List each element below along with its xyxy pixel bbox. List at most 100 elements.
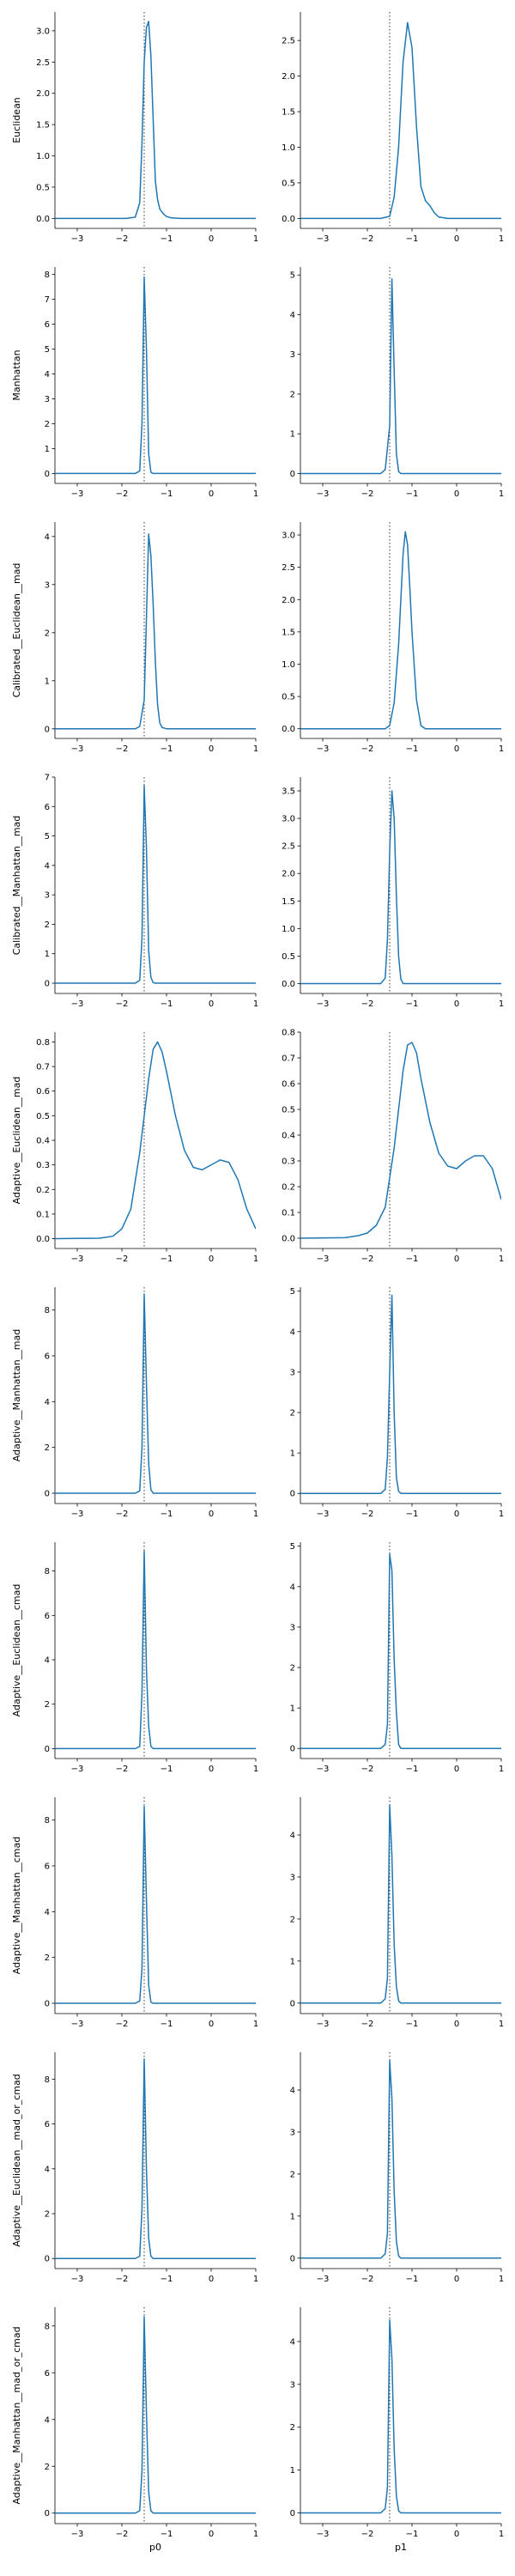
x-tick-label: −1 [406,744,419,754]
y-tick-label: 2.0 [282,596,295,605]
series-line [300,1294,501,1494]
subplot-7-0: 0 2 4 6 8 −3 −2 −1 0 1 Adaptive__Manhattan__cmad [11,1797,258,2029]
y-tick-label: 6 [45,2120,50,2129]
subplot-8-0: 0 2 4 6 8 −3 −2 −1 0 1 Adaptive__Euclidean__mad_or… [11,2052,258,2284]
x-tick-label: 0 [454,234,459,244]
y-tick-label: 0.0 [36,215,50,224]
x-tick-label: −3 [317,2020,330,2029]
y-tick-label: 1 [290,1957,295,1966]
series-line [300,278,501,475]
y-tick-label: 4 [290,1832,295,1841]
y-tick-label: 8 [45,2075,50,2085]
y-tick-label: 5 [45,345,50,355]
x-tick-label: 0 [209,744,214,754]
x-axis-label: p0 [149,2542,161,2553]
y-tick-label: 3.0 [282,815,295,824]
series-line [300,1042,501,1239]
x-tick-label: 0 [209,234,214,244]
y-tick-label: 0.1 [282,1209,295,1218]
x-tick-label: 0 [454,2275,459,2284]
y-axis-label: Adaptive__Euclidean__mad [11,1077,22,1205]
series-line [55,785,256,984]
x-tick-label: −1 [406,2275,419,2284]
y-tick-label: 3 [45,891,50,901]
y-tick-label: 0 [45,1745,50,1754]
series-line [300,21,501,220]
x-tick-label: 0 [454,744,459,754]
y-axis-label: Adaptive__Manhattan__cmad [11,1837,22,1974]
x-tick-label: −2 [116,1510,129,1519]
x-tick-label: 1 [253,999,258,1009]
y-tick-label: 0.5 [36,1112,50,1121]
y-tick-label: 2 [45,1953,50,1963]
y-tick-label: 0.2 [36,1186,50,1195]
y-tick-label: 0 [45,2000,50,2009]
x-tick-label: 1 [499,2530,504,2539]
x-tick-label: 0 [454,1255,459,1264]
x-tick-label: −3 [317,744,330,754]
y-tick-label: 0.4 [282,1132,295,1141]
subplot-9-1: 0 1 2 3 4 −3 −2 −1 0 1 p1 [290,2307,504,2553]
series-line [300,1805,501,2004]
x-tick-label: 1 [253,2275,258,2284]
y-tick-label: 0 [45,1490,50,1499]
x-tick-label: −2 [361,234,374,244]
x-tick-label: −2 [361,1765,374,1774]
y-axis-label: Euclidean [11,97,22,143]
x-tick-label: 1 [499,999,504,1009]
subplot-5-0: 0 2 4 6 8 −3 −2 −1 0 1 Adaptive__Manhattan__mad [11,1287,258,1519]
y-tick-label: 4 [45,861,50,871]
y-tick-label: 4 [45,1656,50,1665]
y-tick-label: 4 [290,2337,295,2347]
x-tick-label: −3 [317,999,330,1009]
x-tick-label: −3 [317,1255,330,1264]
series-line [300,1553,501,1749]
y-tick-label: 4 [290,2087,295,2096]
y-tick-label: 6 [45,803,50,812]
y-tick-label: 0 [290,1490,295,1499]
y-tick-label: 3.5 [282,787,295,797]
series-line [55,1293,256,1494]
x-tick-label: −3 [71,999,84,1009]
y-tick-label: 2.5 [36,58,50,68]
y-tick-label: 0.7 [282,1054,295,1064]
y-tick-label: 2.5 [282,563,295,573]
x-tick-label: −3 [71,744,84,754]
y-tick-label: 2.5 [282,37,295,46]
y-tick-label: 0 [290,470,295,479]
y-tick-label: 1.0 [282,143,295,153]
x-tick-label: −1 [161,234,173,244]
x-tick-label: −2 [116,234,129,244]
y-tick-label: 0.0 [282,980,295,989]
x-tick-label: 0 [454,999,459,1009]
y-tick-label: 6 [45,1612,50,1621]
series-line [55,533,256,730]
subplot-4-1: 0.0 0.1 0.2 0.3 0.4 0.5 0.6 0.7 0.8 −3 −2 −1 0 1 [282,1029,504,1265]
x-tick-label: −3 [71,489,84,499]
subplot-8-1: 0 1 2 3 4 −3 −2 −1 0 1 [290,2052,504,2284]
x-tick-label: −2 [361,1510,374,1519]
x-tick-label: −1 [406,489,419,499]
y-tick-label: 1 [290,2212,295,2221]
x-tick-label: 1 [253,1765,258,1774]
series-line [300,531,501,730]
x-tick-label: −2 [361,489,374,499]
y-axis-label: Adaptive__Manhattan__mad [11,1329,22,1461]
y-tick-label: 1.5 [282,897,295,907]
x-tick-label: −2 [116,1255,129,1264]
x-tick-label: 0 [454,1510,459,1519]
y-tick-label: 0 [45,2509,50,2518]
y-tick-label: 3 [290,1873,295,1882]
y-tick-label: 2 [290,1664,295,1674]
x-tick-label: −1 [161,1510,173,1519]
y-tick-label: 0 [290,1745,295,1754]
x-tick-label: −3 [71,1510,84,1519]
x-tick-label: −3 [317,234,330,244]
y-tick-label: 0.8 [282,1029,295,1038]
x-tick-label: −3 [71,2020,84,2029]
x-tick-label: −1 [161,489,173,499]
x-tick-label: −2 [116,2020,129,2029]
y-tick-label: 8 [45,2322,50,2331]
y-tick-label: 2 [45,629,50,638]
subplot-0-1: 0.0 0.5 1.0 1.5 2.0 2.5 −3 −2 −1 0 1 [282,12,504,244]
